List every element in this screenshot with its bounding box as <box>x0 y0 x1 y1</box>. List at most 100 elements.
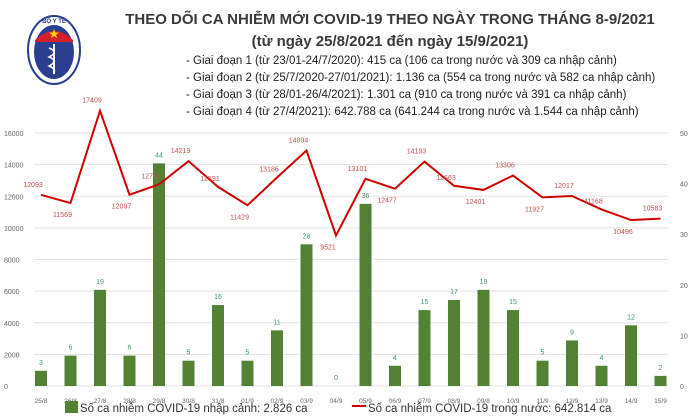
x-axis-tick-label: 03/9 <box>300 398 313 405</box>
line-data-label: 12752 <box>141 173 161 180</box>
bar-imported-cases <box>94 289 106 386</box>
line-data-label: 12591 <box>200 176 220 183</box>
bar-imported-cases <box>182 360 195 386</box>
left-axis-tick-label: 2000 <box>4 352 20 359</box>
bar-data-label: 36 <box>362 193 370 200</box>
stage-note-1: - Giai đoạn 1 (từ 23/01-24/7/2020): 415 … <box>186 55 617 67</box>
legend-bar-swatch <box>65 401 78 413</box>
bar-data-label: 2 <box>659 365 663 372</box>
bar-data-label: 5 <box>541 350 545 357</box>
line-data-label: 17409 <box>82 98 102 105</box>
left-axis-tick-label: 12000 <box>4 194 24 201</box>
x-axis-tick-label: 13/9 <box>595 398 608 405</box>
x-axis-tick-label: 31/8 <box>212 398 225 405</box>
svg-text:BỘ Y TẾ: BỘ Y TẾ <box>42 17 66 25</box>
line-data-label: 12663 <box>436 175 456 182</box>
bar-data-label: 11 <box>273 319 280 326</box>
bar-imported-cases <box>271 330 283 386</box>
right-axis-tick-label: 20 <box>680 283 688 290</box>
x-axis-tick-label: 27/8 <box>94 398 107 405</box>
right-axis-tick-label: 0 <box>680 384 684 391</box>
x-axis-tick-label: 11/9 <box>536 398 549 405</box>
stage-note-4: - Giai đoạn 4 (từ 27/4/2021): 642.788 ca… <box>186 106 639 118</box>
bar-imported-cases <box>448 299 460 386</box>
bar-imported-cases <box>418 310 431 386</box>
bar-data-label: 17 <box>450 289 458 296</box>
bar-imported-cases <box>507 310 519 386</box>
bar-data-label: 19 <box>96 279 104 286</box>
left-axis-tick-label: 0 <box>4 384 8 391</box>
line-data-label: 11429 <box>230 214 249 221</box>
stage-note-3: - Giai đoạn 3 (từ 28/01-26/4/2021): 1.30… <box>186 89 627 101</box>
line-data-label: 14193 <box>407 149 427 156</box>
right-axis-tick-label: 40 <box>680 182 688 189</box>
x-axis-tick-label: 28/8 <box>123 398 136 405</box>
x-axis-tick-label: 08/9 <box>448 398 461 405</box>
x-axis-tick-label: 12/9 <box>566 398 579 405</box>
left-axis-tick-label: 4000 <box>4 321 20 328</box>
bar-data-label: 5 <box>187 350 191 357</box>
line-data-label: 12097 <box>112 204 132 211</box>
bar-data-label: 15 <box>509 299 517 306</box>
bar-imported-cases <box>536 360 549 386</box>
bar-data-label: 6 <box>69 345 73 352</box>
bar-imported-cases <box>654 375 667 386</box>
line-data-label: 11927 <box>525 206 544 213</box>
line-data-label: 13186 <box>259 166 279 173</box>
bar-data-label: 3 <box>39 360 43 367</box>
bar-imported-cases <box>123 355 136 386</box>
line-data-label: 12093 <box>23 182 43 189</box>
chart-title: THEO DÕI CA NHIỄM MỚI COVID-19 THEO NGÀY… <box>125 11 655 28</box>
bar-data-label: 28 <box>303 233 311 240</box>
x-axis-tick-label: 15/9 <box>654 398 667 405</box>
line-data-label: 12017 <box>554 183 574 190</box>
line-data-label: 13101 <box>348 166 368 173</box>
ministry-of-health-logo: BỘ Y TẾ <box>27 15 81 85</box>
bar-data-label: 6 <box>128 345 132 352</box>
right-axis-tick-label: 10 <box>680 333 688 340</box>
bar-imported-cases <box>212 305 224 386</box>
line-data-label: 11168 <box>584 198 603 205</box>
x-axis-tick-label: 29/8 <box>153 398 166 405</box>
line-domestic-cases <box>40 107 661 238</box>
bar-imported-cases <box>64 355 77 386</box>
line-data-label: 12477 <box>377 198 397 205</box>
x-axis-tick-label: 10/9 <box>507 398 520 405</box>
right-axis-tick-label: 30 <box>680 232 688 239</box>
line-data-label: 13306 <box>495 163 515 170</box>
bar-data-label: 12 <box>627 314 635 321</box>
bar-data-label: 9 <box>570 329 574 336</box>
x-axis-tick-label: 01/9 <box>241 398 254 405</box>
x-axis-tick-label: 30/8 <box>182 398 195 405</box>
line-data-label: 11569 <box>53 212 72 219</box>
line-data-label: 10583 <box>643 206 663 213</box>
chart-subtitle: (từ ngày 25/8/2021 đến ngày 15/9/2021) <box>251 33 529 50</box>
x-axis-tick-label: 04/9 <box>330 398 343 405</box>
left-axis-tick-label: 14000 <box>4 163 24 170</box>
line-data-label: 10496 <box>613 229 633 236</box>
bar-imported-cases <box>359 203 372 386</box>
bar-data-label: 15 <box>421 299 429 306</box>
left-axis-tick-label: 6000 <box>4 289 20 296</box>
line-data-label: 14219 <box>171 148 191 155</box>
bar-data-label: 0 <box>334 375 338 382</box>
x-axis-tick-label: 09/8 <box>477 398 490 405</box>
x-axis-tick-label: 06/9 <box>389 398 402 405</box>
bar-imported-cases <box>153 163 165 386</box>
line-data-label: 14894 <box>289 137 309 144</box>
bar-imported-cases <box>300 244 313 386</box>
bar-imported-cases <box>241 360 254 386</box>
bar-imported-cases <box>595 365 608 386</box>
left-axis-tick-label: 8000 <box>4 258 20 265</box>
x-axis-tick-label: 14/9 <box>625 398 638 405</box>
x-axis-tick-label: 25/8 <box>35 398 48 405</box>
bar-imported-cases <box>477 289 490 386</box>
bar-imported-cases <box>389 365 401 386</box>
line-data-label: 9521 <box>320 244 336 251</box>
bar-imported-cases <box>35 370 47 386</box>
bar-data-label: 16 <box>214 294 222 301</box>
stage-note-2: - Giai đoạn 2 (từ 25/7/2020-27/01/2021):… <box>186 72 656 84</box>
right-axis-tick-label: 50 <box>680 131 688 138</box>
bar-data-label: 4 <box>600 355 604 362</box>
